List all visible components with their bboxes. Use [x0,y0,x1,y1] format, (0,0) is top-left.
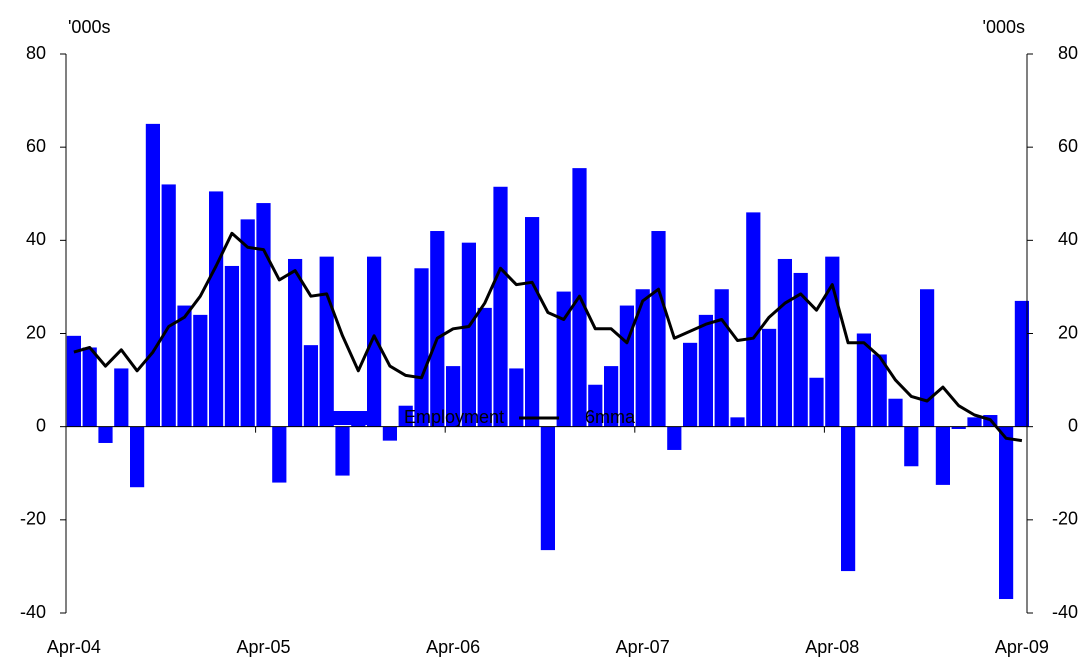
bar [540,426,555,551]
bar [145,123,160,427]
y-tick-label: 0 [36,415,46,435]
bar [319,256,334,427]
bar [367,256,382,427]
y-tick-label: 60 [26,136,46,156]
bar [777,258,792,427]
bar [935,426,950,485]
y-tick-label: 80 [26,43,46,63]
bar [762,328,777,427]
bar [967,417,982,427]
x-tick-label: Apr-09 [995,637,1049,657]
bar [825,256,840,427]
bar [446,366,461,427]
x-tick-label: Apr-08 [805,637,859,657]
bar [872,354,887,427]
bar [288,258,303,427]
bar [335,426,350,476]
bar [604,366,619,427]
bar [698,314,713,427]
x-tick-label: Apr-05 [236,637,290,657]
bar [509,368,524,427]
bar [430,231,445,427]
bar [98,426,113,443]
y2-tick-label: 60 [1058,136,1078,156]
bar [382,426,397,441]
y2-tick-label: 20 [1058,322,1078,342]
bar [683,342,698,427]
y2-tick-label: -20 [1052,509,1078,529]
bar [477,307,492,427]
bar [130,426,145,488]
y2-tick-label: 40 [1058,229,1078,249]
bar [1014,300,1029,427]
legend-label: Employment [404,407,504,427]
bar [414,268,429,427]
bar [66,335,81,427]
bar [493,186,508,427]
bar [114,368,129,427]
bar [588,384,603,427]
bar [904,426,919,467]
y2-tick-label: -40 [1052,602,1078,622]
bar [161,184,176,427]
bar [303,345,318,427]
bar [461,242,476,427]
bar [856,333,871,427]
bar [256,203,271,427]
bar [841,426,856,572]
bar [999,426,1014,600]
bar [730,417,745,427]
bar [746,212,761,427]
y-tick-label: 20 [26,322,46,342]
bar [193,314,208,427]
y-axis-unit: '000s [68,17,110,37]
y-tick-label: -40 [20,602,46,622]
bar [177,305,192,427]
y2-tick-label: 80 [1058,43,1078,63]
bar [82,347,97,427]
bar [224,265,239,427]
x-tick-label: Apr-06 [426,637,480,657]
y2-axis-unit: '000s [983,17,1025,37]
bar [651,231,666,427]
bar [240,219,255,427]
legend-swatch [333,411,380,425]
x-tick-label: Apr-07 [616,637,670,657]
y2-tick-label: 0 [1068,415,1078,435]
bar [793,272,808,427]
bar [888,398,903,427]
line-series [73,231,1023,443]
bar [272,426,287,483]
bar [920,289,935,427]
bar [209,191,224,427]
y-tick-label: 40 [26,229,46,249]
bar [525,217,540,427]
bar [556,291,571,427]
bar [667,426,682,450]
y-tick-label: -20 [20,509,46,529]
bar [398,405,413,427]
bar [951,426,966,429]
bar [809,377,824,427]
bar [635,289,650,427]
x-tick-label: Apr-04 [47,637,101,657]
legend-label: 6mma [585,407,636,427]
bar [714,289,729,427]
